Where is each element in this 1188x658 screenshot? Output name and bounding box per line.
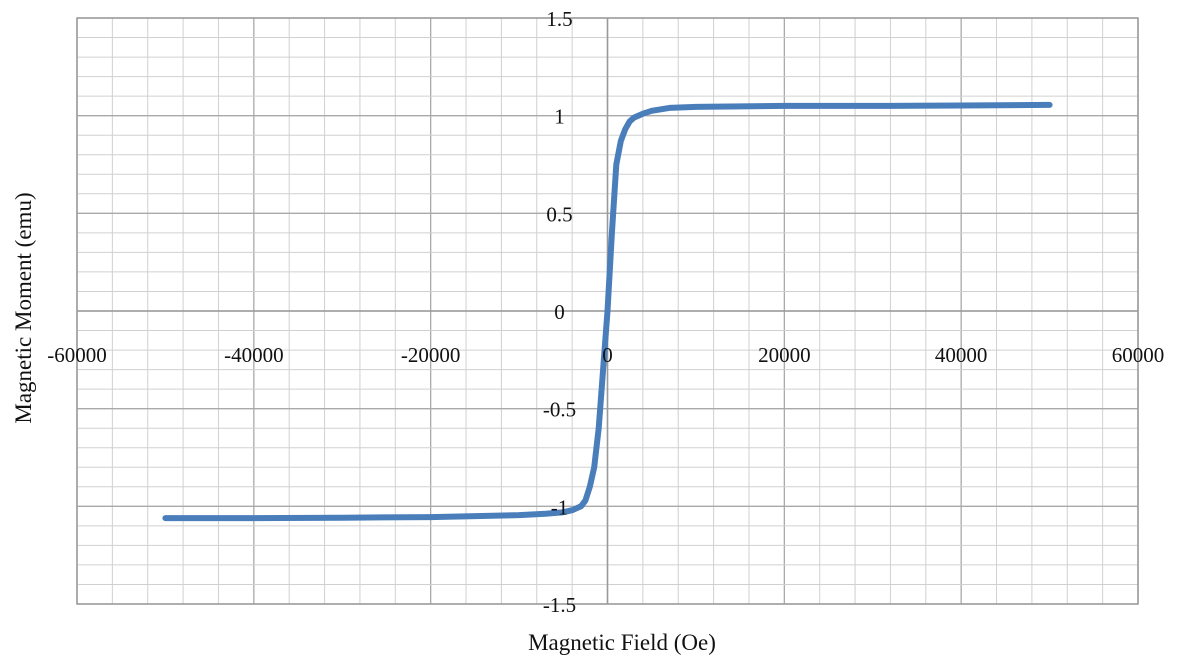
x-axis-title: Magnetic Field (Oe) — [528, 630, 716, 655]
x-tick-label: 40000 — [935, 343, 988, 367]
y-tick-label: -1.5 — [543, 593, 576, 617]
y-axis-title: Magnetic Moment (emu) — [11, 192, 36, 423]
y-tick-labels: 1.5 1 0.5 0 -0.5 -1 -1.5 — [543, 7, 576, 617]
x-tick-label: 0 — [602, 343, 613, 367]
y-tick-label: -1 — [551, 495, 569, 519]
y-tick-label: -0.5 — [543, 398, 576, 422]
series-group — [162, 101, 1053, 522]
y-tick-label: 0 — [554, 300, 565, 324]
x-tick-label: 60000 — [1112, 343, 1165, 367]
hysteresis-curve — [162, 101, 1053, 522]
x-tick-label: -20000 — [401, 343, 461, 367]
x-tick-labels: -60000 -40000 -20000 0 20000 40000 60000 — [47, 343, 1164, 367]
y-tick-label: 1.5 — [546, 7, 572, 31]
x-tick-label: -40000 — [224, 343, 284, 367]
y-tick-label: 0.5 — [546, 202, 572, 226]
y-tick-label: 1 — [554, 105, 565, 129]
x-tick-label: 20000 — [758, 343, 811, 367]
x-tick-label: -60000 — [47, 343, 107, 367]
